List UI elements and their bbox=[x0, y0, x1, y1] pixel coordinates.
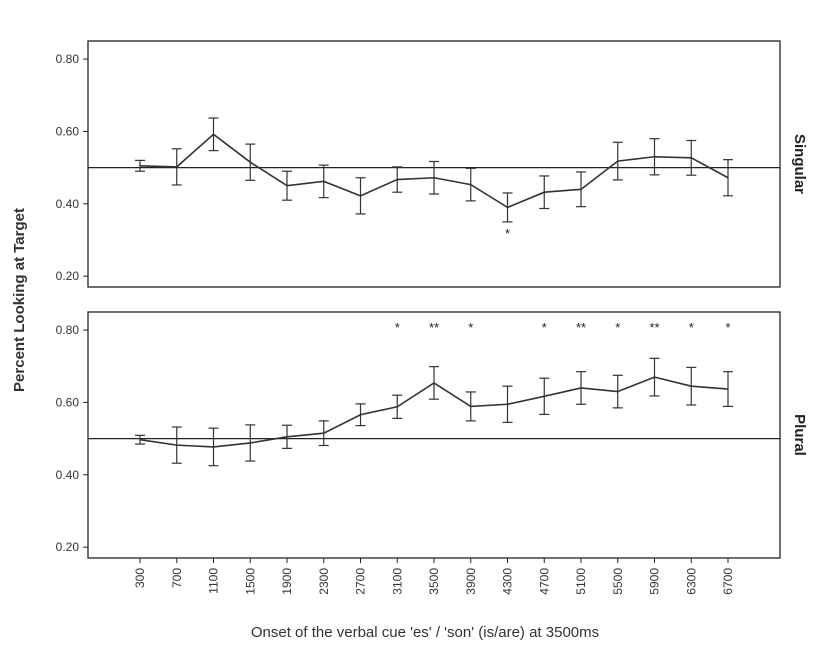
x-tick-label: 4700 bbox=[537, 568, 551, 595]
y-tick-label: 0.20 bbox=[56, 540, 80, 554]
panel-frame bbox=[87, 311, 781, 559]
x-axis-title: Onset of the verbal cue 'es' / 'son' (is… bbox=[251, 624, 599, 641]
panel-singular: 0.20 0.40 0.60 0.80 * Singular bbox=[56, 40, 808, 288]
x-tick-label: 2700 bbox=[354, 568, 368, 595]
y-tick-label: 0.80 bbox=[56, 323, 80, 337]
x-tick-label: 700 bbox=[170, 568, 184, 588]
series-line bbox=[139, 376, 729, 448]
y-tick-label: 0.60 bbox=[56, 395, 80, 409]
y-tick-label: 0.40 bbox=[56, 197, 80, 211]
x-tick-label: 3900 bbox=[464, 568, 478, 595]
x-tick-label: 5100 bbox=[574, 568, 588, 595]
x-tick-label: 6300 bbox=[684, 568, 698, 595]
significance-marker: * bbox=[542, 320, 547, 335]
x-tick-label: 6700 bbox=[721, 568, 735, 595]
significance-marker: * bbox=[725, 320, 730, 335]
panel-frame bbox=[87, 40, 781, 288]
x-tick-label: 300 bbox=[133, 568, 147, 588]
significance-marker: * bbox=[468, 320, 473, 335]
y-tick-label: 0.80 bbox=[56, 52, 80, 66]
significance-marker: * bbox=[689, 320, 694, 335]
x-tick-label: 1100 bbox=[207, 568, 221, 594]
significance-marker: ** bbox=[429, 320, 439, 335]
x-tick-label: 5900 bbox=[648, 568, 662, 595]
y-tick-label: 0.40 bbox=[56, 468, 80, 482]
x-tick-label: 5500 bbox=[611, 568, 625, 595]
significance-marker: * bbox=[505, 226, 510, 241]
error-bar bbox=[723, 159, 733, 197]
strip-label: Singular bbox=[791, 134, 808, 194]
x-tick-label: 3500 bbox=[427, 568, 441, 595]
x-axis: 300 700 1100 1500 1900 2300 2700 3100 3500 3900 43… bbox=[133, 558, 735, 595]
significance-marker: ** bbox=[649, 320, 659, 335]
x-tick-label: 1500 bbox=[243, 568, 257, 595]
x-tick-label: 2300 bbox=[317, 568, 331, 595]
y-tick-label: 0.20 bbox=[56, 269, 80, 283]
series-line bbox=[139, 133, 729, 209]
significance-marker: ** bbox=[576, 320, 586, 335]
significance-marker: * bbox=[615, 320, 620, 335]
x-tick-label: 4300 bbox=[501, 568, 515, 595]
x-tick-label: 3100 bbox=[390, 568, 404, 595]
significance-marker: * bbox=[395, 320, 400, 335]
x-tick-label: 1900 bbox=[280, 568, 294, 595]
y-tick-label: 0.60 bbox=[56, 124, 80, 138]
panel-plural: 0.200.400.600.80 * ** * * ** * ** * *Plural bbox=[56, 311, 808, 559]
strip-label: Plural bbox=[791, 414, 808, 456]
y-axis-title: Percent Looking at Target bbox=[11, 208, 28, 392]
